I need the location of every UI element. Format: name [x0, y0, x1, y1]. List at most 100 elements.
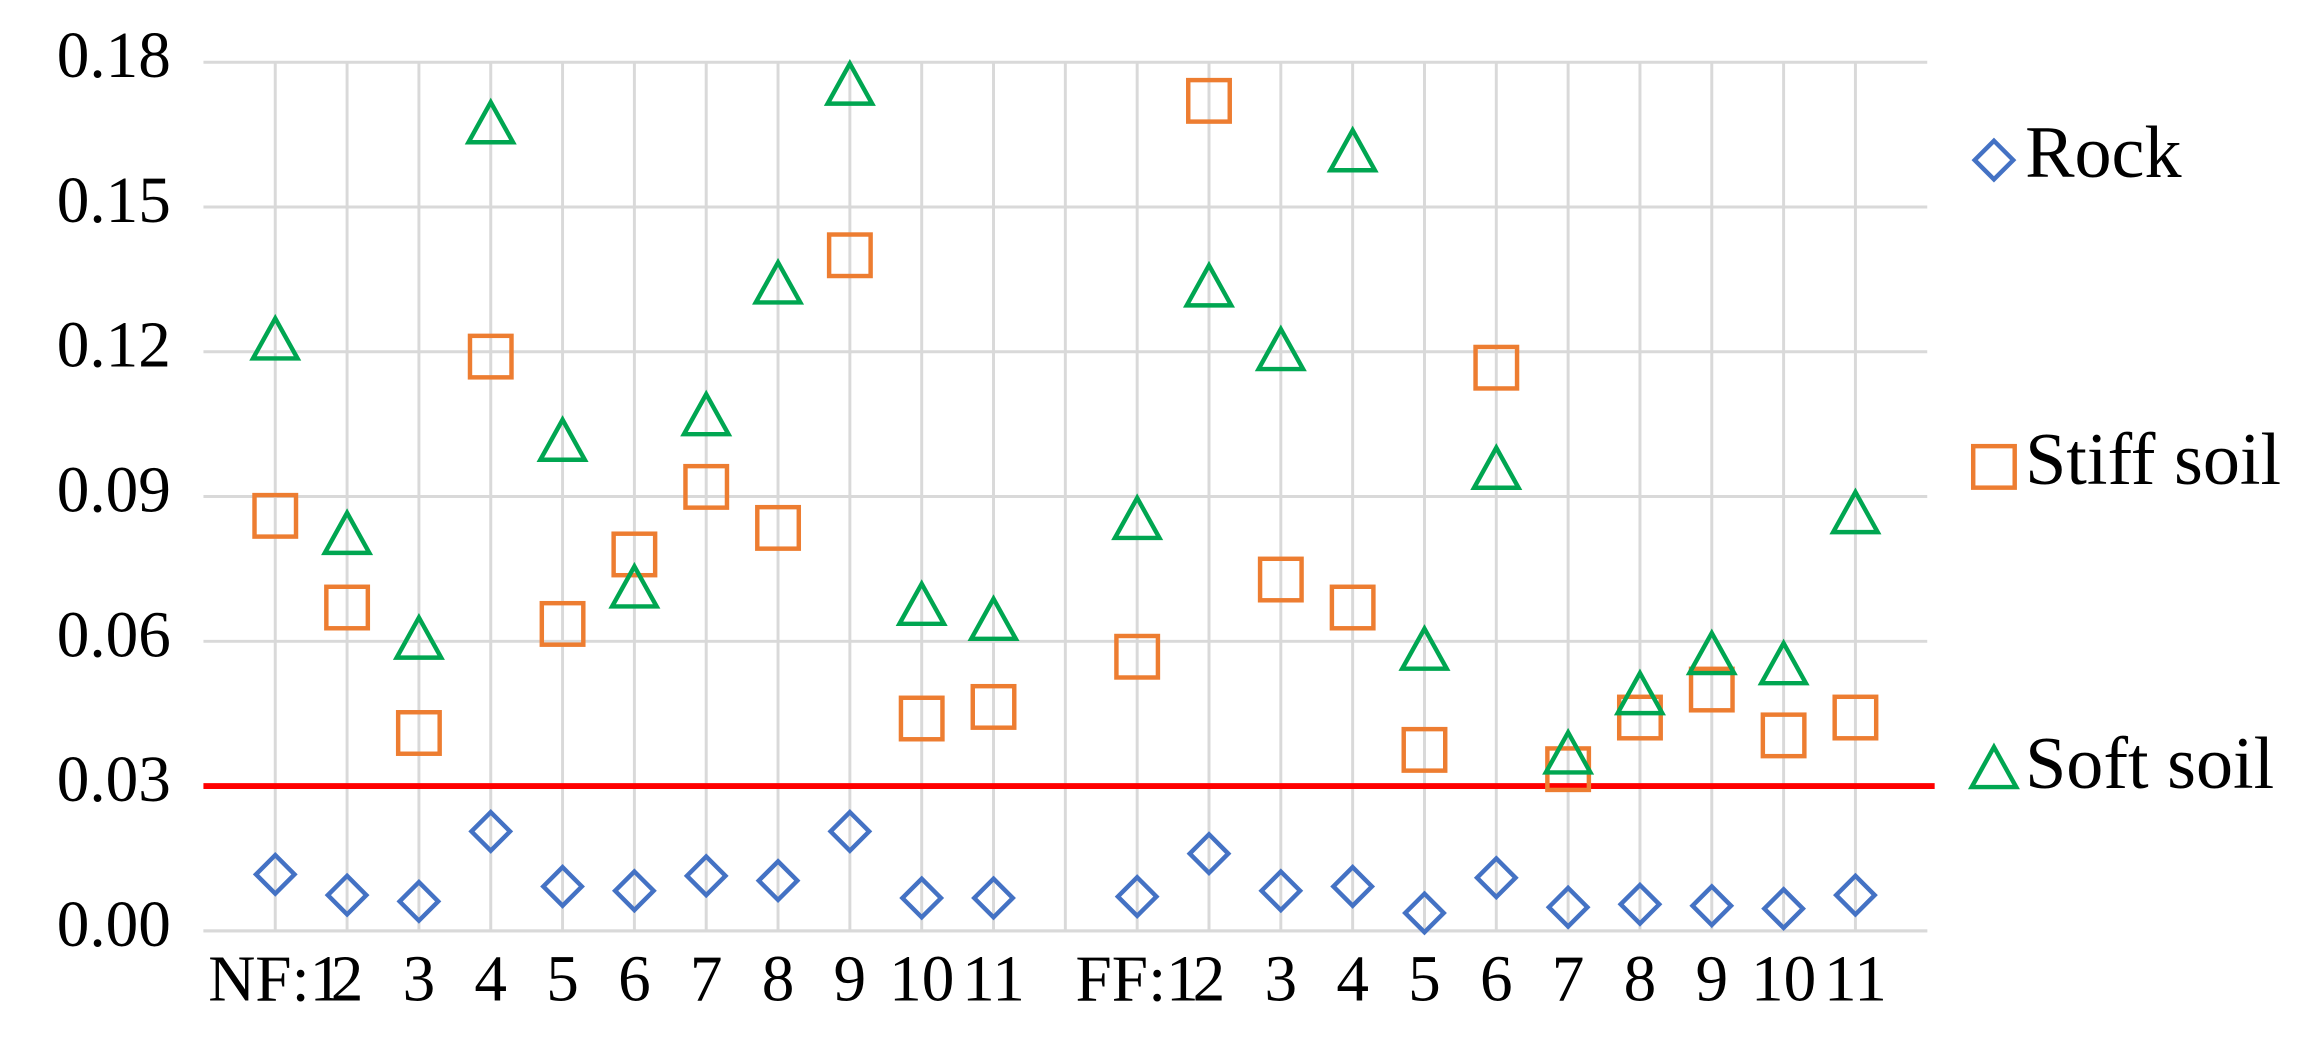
point	[1542, 727, 1595, 775]
point	[1685, 628, 1738, 676]
x-tick-label: 6	[1480, 944, 1513, 1016]
point	[1182, 260, 1236, 308]
point	[1111, 493, 1164, 541]
point	[1757, 638, 1810, 686]
point	[1832, 694, 1879, 741]
point	[252, 492, 299, 539]
point	[971, 875, 1016, 921]
point	[321, 508, 374, 556]
point	[755, 504, 802, 551]
point	[1688, 666, 1735, 713]
point	[1833, 872, 1878, 918]
point	[683, 853, 729, 899]
point	[967, 594, 1020, 642]
x-tick-label: 2	[331, 944, 364, 1016]
point	[468, 809, 514, 854]
point	[752, 257, 805, 305]
x-tick-label: 7	[1552, 944, 1585, 1016]
point	[1401, 726, 1448, 773]
x-tick-label: 2	[1193, 944, 1226, 1016]
point	[1254, 324, 1307, 372]
point	[898, 695, 945, 742]
point	[970, 683, 1017, 730]
point	[1617, 881, 1663, 927]
point	[1186, 831, 1232, 877]
point	[395, 710, 442, 756]
point	[895, 579, 948, 627]
point	[1473, 344, 1520, 391]
x-tick-label: FF:1	[1076, 944, 1199, 1016]
x-tick-label: NF:1	[208, 944, 342, 1016]
point	[392, 613, 445, 660]
x-tick-label: 5	[546, 944, 579, 1016]
x-tick-label: 4	[474, 944, 507, 1016]
y-tick-label: 0.12	[57, 310, 171, 382]
point	[755, 858, 801, 904]
point	[467, 333, 514, 380]
point	[1760, 712, 1807, 759]
point	[1114, 874, 1160, 919]
point	[324, 872, 370, 918]
x-tick-label: 6	[618, 944, 651, 1016]
point	[1258, 868, 1304, 914]
x-tick-label: 5	[1408, 944, 1441, 1016]
x-tick-label: 3	[1265, 944, 1298, 1016]
point	[464, 97, 517, 145]
point	[324, 584, 371, 631]
legend-marker	[1970, 443, 2017, 490]
point	[1829, 487, 1882, 535]
legend-marker	[1971, 137, 2017, 183]
point	[536, 415, 589, 462]
point	[540, 864, 585, 909]
y-tick-label: 0.09	[57, 455, 171, 527]
y-tick-label: 0.18	[57, 20, 171, 92]
point	[1761, 886, 1807, 932]
point	[899, 875, 945, 921]
x-tick-label: 9	[834, 944, 867, 1016]
point	[823, 59, 876, 106]
x-tick-label: 8	[1624, 944, 1657, 1016]
y-tick-label: 0.15	[57, 165, 171, 237]
y-tick-label: 0.00	[57, 889, 171, 961]
point	[611, 868, 657, 914]
point	[252, 851, 298, 897]
point	[608, 561, 661, 609]
legend-label: Soft soil	[2025, 723, 2274, 805]
point	[1114, 633, 1161, 680]
point	[1186, 77, 1232, 124]
y-tick-label: 0.06	[57, 599, 171, 671]
point	[826, 232, 873, 279]
point	[539, 600, 586, 647]
legend-label: Rock	[2025, 112, 2182, 194]
point	[1329, 584, 1376, 631]
legend-label: Stiff soil	[2025, 419, 2281, 501]
point	[1616, 694, 1663, 741]
x-tick-label: 8	[762, 944, 795, 1016]
point	[1257, 556, 1304, 603]
point	[1398, 624, 1451, 671]
point	[827, 809, 873, 854]
point	[683, 463, 730, 510]
point	[396, 878, 442, 924]
x-tick-label: 9	[1695, 944, 1728, 1016]
point	[680, 389, 733, 437]
x-tick-label: 11	[1824, 944, 1887, 1016]
y-tick-label: 0.03	[57, 744, 171, 816]
x-tick-label: 4	[1336, 944, 1369, 1016]
point	[1326, 125, 1379, 173]
legend-marker	[1967, 742, 2020, 790]
x-tick-label: 3	[403, 944, 436, 1016]
point	[249, 313, 302, 361]
x-tick-label: 10	[1751, 944, 1816, 1016]
point	[1545, 884, 1591, 930]
point	[1689, 883, 1735, 929]
point	[1473, 855, 1519, 901]
point	[1470, 443, 1523, 490]
point	[1330, 864, 1376, 909]
point	[611, 531, 658, 578]
x-tick-label: 11	[962, 944, 1025, 1016]
point	[1402, 890, 1447, 936]
x-tick-label: 10	[889, 944, 954, 1016]
